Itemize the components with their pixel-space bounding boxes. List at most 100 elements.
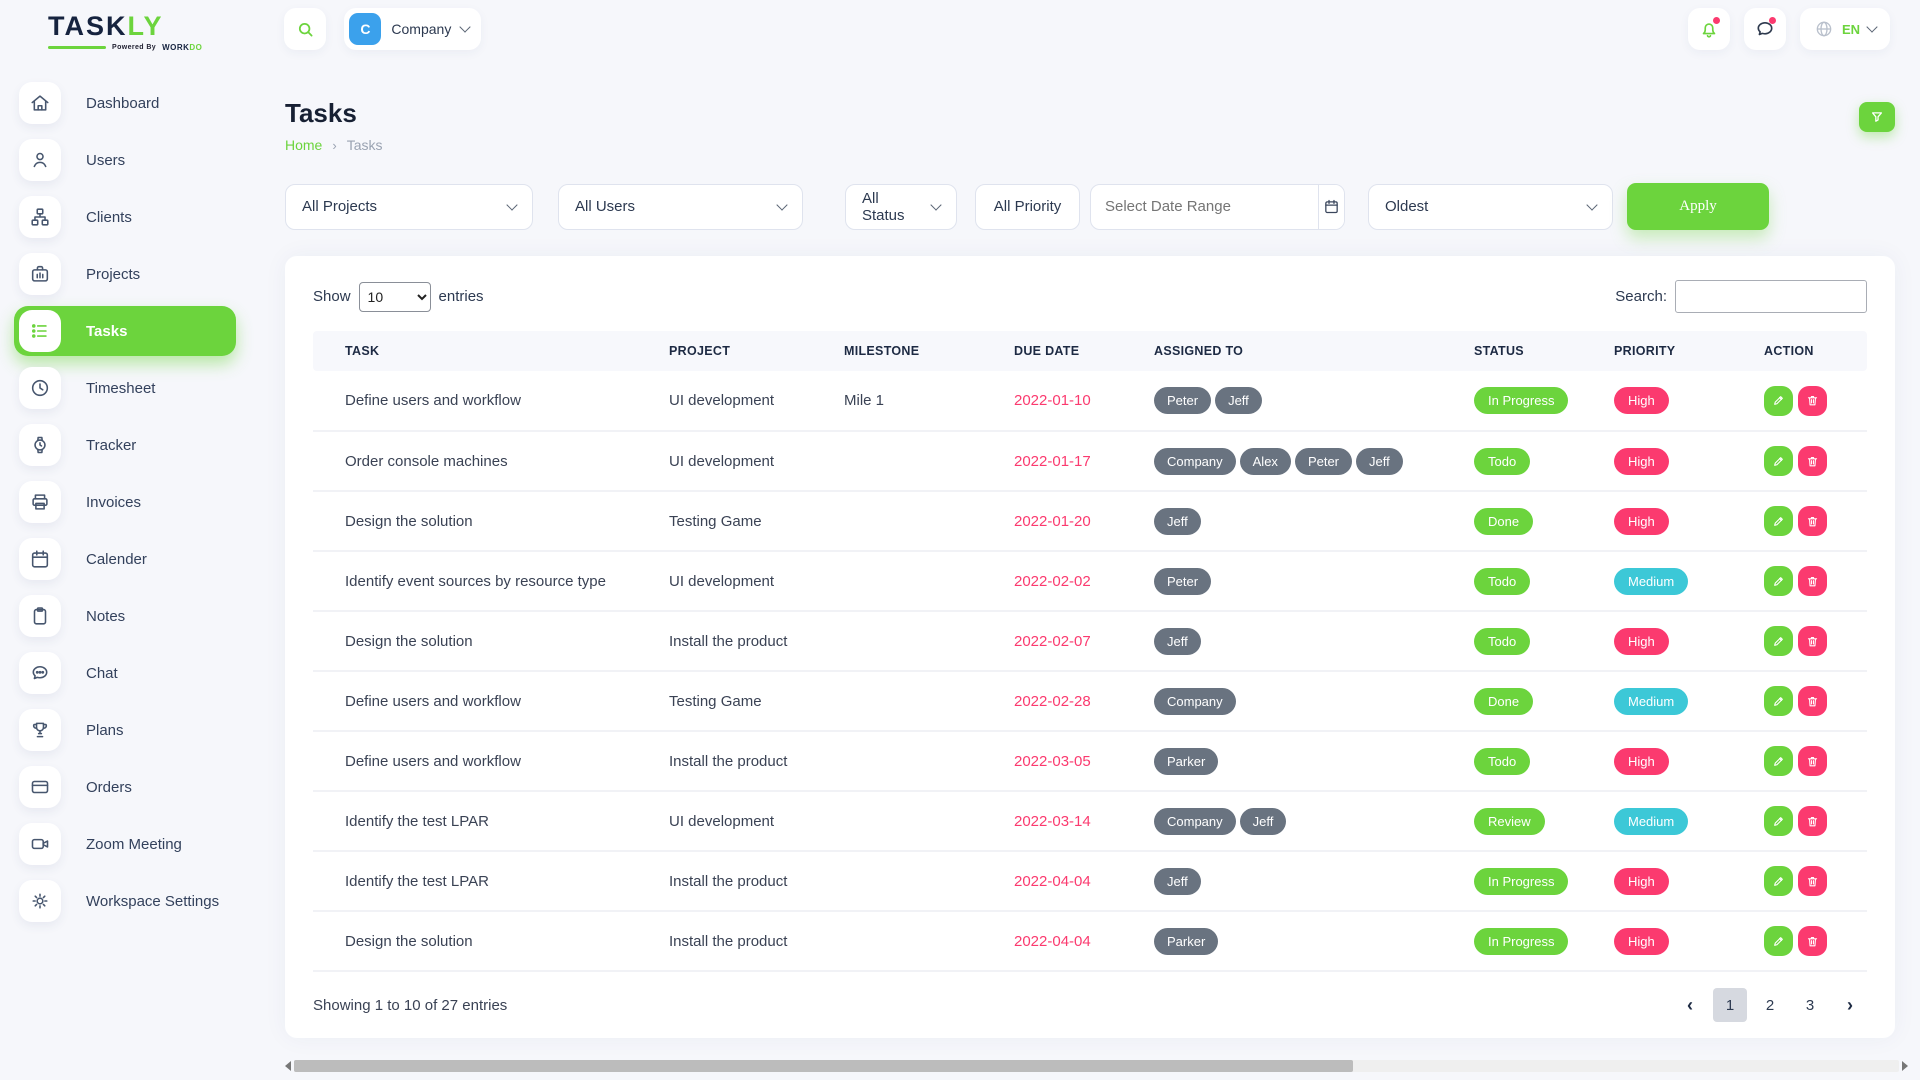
due-date-cell: 2022-02-02 bbox=[1008, 551, 1148, 612]
delete-task-button[interactable] bbox=[1798, 866, 1827, 896]
edit-task-button[interactable] bbox=[1764, 746, 1793, 776]
breadcrumb-separator: › bbox=[332, 137, 337, 153]
date-range-group bbox=[1090, 183, 1345, 230]
sidebar-item-invoices[interactable]: Invoices bbox=[14, 477, 236, 527]
sidebar-item-users[interactable]: Users bbox=[14, 135, 236, 185]
status-cell: Todo bbox=[1468, 611, 1608, 672]
delete-task-button[interactable] bbox=[1798, 506, 1827, 536]
project-filter-select[interactable]: All Projects bbox=[285, 183, 533, 230]
task-cell: Order console machines bbox=[313, 431, 663, 492]
sidebar-item-label: Zoom Meeting bbox=[86, 835, 182, 853]
priority-cell: High bbox=[1608, 431, 1758, 492]
apply-filters-button[interactable]: Apply bbox=[1627, 183, 1769, 230]
edit-task-button[interactable] bbox=[1764, 566, 1793, 596]
trophy-icon bbox=[19, 709, 61, 751]
status-badge: In Progress bbox=[1474, 927, 1569, 955]
edit-task-button[interactable] bbox=[1764, 506, 1793, 536]
chat-bubble-icon bbox=[1754, 18, 1776, 40]
milestone-cell bbox=[838, 491, 1008, 552]
delete-task-button[interactable] bbox=[1798, 566, 1827, 596]
printer-icon bbox=[19, 481, 61, 523]
users-filter-select[interactable]: All Users bbox=[558, 183, 803, 230]
assigned-to-cell: Parker bbox=[1148, 911, 1468, 972]
sidebar-item-label: Dashboard bbox=[86, 94, 160, 112]
scrollbar-track[interactable] bbox=[294, 1059, 1899, 1072]
scroll-right-arrow-icon[interactable] bbox=[1902, 1060, 1908, 1071]
sidebar-item-calender[interactable]: Calender bbox=[14, 534, 236, 584]
pagination-page-2[interactable]: 2 bbox=[1753, 988, 1787, 1022]
date-range-input[interactable] bbox=[1091, 184, 1318, 229]
breadcrumb-home-link[interactable]: Home bbox=[285, 137, 323, 153]
edit-task-button[interactable] bbox=[1764, 926, 1793, 956]
status-badge: In Progress bbox=[1474, 387, 1569, 414]
edit-task-button[interactable] bbox=[1764, 385, 1793, 416]
assignee-chip: Alex bbox=[1239, 447, 1291, 475]
table-row: Define users and workflow Install the pro… bbox=[313, 731, 1867, 792]
edit-task-button[interactable] bbox=[1764, 866, 1793, 896]
company-selector[interactable]: C Company bbox=[344, 8, 482, 50]
sidebar-item-tracker[interactable]: Tracker bbox=[14, 420, 236, 470]
pagination-page-1[interactable]: 1 bbox=[1713, 988, 1747, 1022]
project-cell: Install the product bbox=[663, 611, 838, 672]
sidebar-item-clients[interactable]: Clients bbox=[14, 192, 236, 242]
project-cell: Install the product bbox=[663, 731, 838, 792]
table-row: Design the solution Testing Game 2022-01-2… bbox=[313, 491, 1867, 552]
delete-task-button[interactable] bbox=[1798, 746, 1827, 776]
status-filter-select[interactable]: All Status bbox=[845, 183, 957, 230]
project-cell: Install the product bbox=[663, 851, 838, 912]
sidebar-item-chat[interactable]: Chat bbox=[14, 648, 236, 698]
delete-task-button[interactable] bbox=[1798, 446, 1827, 476]
milestone-cell bbox=[838, 671, 1008, 732]
priority-filter-select[interactable]: All Priority bbox=[975, 183, 1080, 230]
pencil-icon bbox=[1772, 635, 1785, 648]
pagination-prev-button[interactable]: ‹ bbox=[1673, 988, 1707, 1022]
sort-order-select[interactable]: Oldest bbox=[1368, 183, 1613, 230]
edit-task-button[interactable] bbox=[1764, 686, 1793, 716]
status-cell: Todo bbox=[1468, 551, 1608, 612]
search-button[interactable] bbox=[284, 8, 327, 50]
sidebar-item-orders[interactable]: Orders bbox=[14, 762, 236, 812]
delete-task-button[interactable] bbox=[1798, 806, 1827, 836]
scrollbar-thumb[interactable] bbox=[294, 1059, 1354, 1072]
sidebar-item-notes[interactable]: Notes bbox=[14, 591, 236, 641]
calendar-button[interactable] bbox=[1318, 184, 1344, 229]
sidebar-item-workspace-settings[interactable]: Workspace Settings bbox=[14, 876, 236, 926]
sidebar-item-plans[interactable]: Plans bbox=[14, 705, 236, 755]
sidebar-item-dashboard[interactable]: Dashboard bbox=[14, 78, 236, 128]
delete-task-button[interactable] bbox=[1798, 626, 1827, 656]
breadcrumb: Home › Tasks bbox=[285, 137, 383, 153]
table-search-input[interactable] bbox=[1675, 280, 1867, 313]
horizontal-scrollbar[interactable] bbox=[285, 1059, 1908, 1072]
priority-badge: Medium bbox=[1614, 567, 1689, 595]
list-icon bbox=[19, 310, 61, 352]
pencil-icon bbox=[1772, 455, 1785, 468]
edit-task-button[interactable] bbox=[1764, 806, 1793, 836]
pencil-icon bbox=[1772, 815, 1785, 828]
pagination-page-3[interactable]: 3 bbox=[1793, 988, 1827, 1022]
column-header-action: ACTION bbox=[1758, 331, 1867, 371]
messages-button[interactable] bbox=[1743, 8, 1786, 50]
notifications-button[interactable] bbox=[1687, 8, 1730, 50]
edit-task-button[interactable] bbox=[1764, 446, 1793, 476]
trash-icon bbox=[1806, 455, 1819, 468]
sidebar-item-timesheet[interactable]: Timesheet bbox=[14, 363, 236, 413]
delete-task-button[interactable] bbox=[1798, 385, 1827, 416]
status-cell: Todo bbox=[1468, 731, 1608, 792]
sidebar-item-tasks[interactable]: Tasks bbox=[14, 306, 236, 356]
page-size-select[interactable]: 10 bbox=[358, 281, 431, 312]
edit-task-button[interactable] bbox=[1764, 626, 1793, 656]
scroll-left-arrow-icon[interactable] bbox=[285, 1060, 291, 1071]
pagination-next-button[interactable]: › bbox=[1833, 988, 1867, 1022]
priority-badge: High bbox=[1614, 627, 1669, 655]
assignee-chip: Jeff bbox=[1154, 867, 1201, 895]
delete-task-button[interactable] bbox=[1798, 926, 1827, 956]
delete-task-button[interactable] bbox=[1798, 686, 1827, 716]
sidebar-item-zoom-meeting[interactable]: Zoom Meeting bbox=[14, 819, 236, 869]
assigned-to-cell: Company bbox=[1148, 671, 1468, 732]
pencil-icon bbox=[1772, 695, 1785, 708]
filter-toggle-button[interactable] bbox=[1859, 102, 1895, 132]
status-cell: In Progress bbox=[1468, 911, 1608, 972]
tasks-table: TASK PROJECT MILESTONE DUE DATE ASSIGNED TO S… bbox=[313, 331, 1867, 972]
language-selector[interactable]: EN bbox=[1799, 8, 1890, 50]
sidebar-item-projects[interactable]: Projects bbox=[14, 249, 236, 299]
